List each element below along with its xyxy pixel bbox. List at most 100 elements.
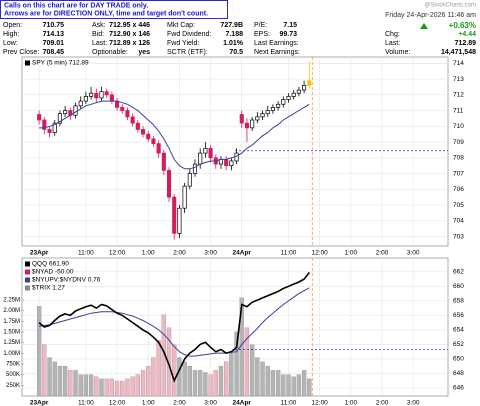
volume-bar (172, 344, 177, 397)
candle-body (198, 152, 203, 165)
candle-body (94, 92, 99, 99)
volume-bar (208, 374, 213, 397)
y-tick-label: 656 (453, 312, 464, 319)
y-tick-label: 712 (453, 92, 464, 99)
candle-body (57, 113, 62, 124)
quote-label: Prev Close: (3, 49, 39, 56)
candle-body (47, 129, 52, 133)
volume-bar (182, 361, 187, 397)
quote-value: 708.45 (43, 49, 65, 56)
x-tick-label: 12:00 (109, 400, 126, 406)
x-tick-label: 2:00 (173, 400, 186, 406)
quote-value: 7.188 (225, 31, 243, 38)
volume-bar (192, 370, 198, 397)
volume-bar (42, 344, 47, 397)
y-tick-label: 710 (453, 123, 464, 130)
quote-label: SCTR (ETF): (167, 49, 208, 56)
quote-label: Last Earnings: (254, 40, 299, 47)
legend-swatch (25, 277, 30, 283)
x-tick-label: 11:00 (78, 400, 94, 406)
y-tick-label: 708 (453, 155, 464, 162)
x-tick-label: 24Apr (233, 400, 252, 406)
price-line (38, 272, 310, 383)
candle-body (296, 89, 301, 94)
candle-body (281, 99, 286, 105)
volume-bar (135, 374, 141, 397)
volume-bar (36, 306, 42, 397)
quote-label: P/E: (254, 22, 267, 29)
candle-body (140, 129, 146, 135)
volume-bar (244, 327, 250, 397)
moving-average (39, 100, 310, 170)
candle-body (42, 119, 47, 130)
candle-body (250, 119, 255, 129)
quote-value: 70.5 (229, 49, 243, 56)
change-pct: +0.63% (449, 21, 476, 30)
x-tick-label: 1:00 (142, 400, 155, 406)
quote-label: Next Earnings: (254, 49, 300, 56)
volume-bar (224, 361, 229, 397)
candle-body (151, 138, 156, 144)
quote-value: yes (138, 49, 150, 56)
notice-line: Calls on this chart are for DAY TRADE on… (4, 2, 148, 9)
candle-body (120, 107, 125, 111)
legend-text: $NYUPV:$NYDNV 0.76 (32, 277, 101, 284)
y-tick-label: 658 (453, 298, 464, 305)
volume-bar (109, 378, 115, 397)
volume-bar (83, 374, 89, 397)
volume-bar (88, 374, 94, 397)
quote-value: 712.90 x 146 (109, 31, 150, 38)
quote-label: Last: (92, 40, 107, 47)
volume-bar (62, 365, 68, 397)
candle-body (276, 103, 281, 108)
quote-label: High: (3, 31, 19, 38)
quote-value: 7.15 (283, 22, 297, 29)
candle-body (224, 159, 229, 167)
legend-swatch (25, 261, 30, 267)
y-tick-label: 704 (453, 218, 464, 225)
volume-bar (78, 374, 83, 397)
x-tick-label: 1:00 (345, 250, 358, 257)
volume-bar (187, 365, 192, 397)
quote-value: 727.9B (220, 22, 243, 29)
volume-bar (151, 357, 156, 397)
volume-tick-label: 1.00M (3, 351, 20, 357)
candle-body (286, 96, 291, 100)
quote-label: Fwd Dividend: (167, 31, 211, 38)
quote-label: Mkt Cap: (167, 22, 195, 29)
quote-label: Optionable: (92, 49, 128, 56)
volume-bar (99, 378, 104, 397)
volume-bar (94, 376, 99, 397)
y-tick-label: 662 (453, 269, 464, 276)
candle-body (130, 116, 135, 124)
volume-tick-label: 750K (6, 362, 20, 368)
candle-body (260, 113, 265, 118)
candle-body (302, 84, 307, 91)
quote-label: Bid: (92, 31, 104, 38)
y-tick-label: 646 (453, 385, 464, 392)
quote-value: 1.01% (223, 40, 244, 47)
x-tick-label: 12:00 (312, 250, 329, 257)
x-tick-label: 1:00 (345, 400, 358, 406)
volume-bar (156, 340, 161, 397)
candle-body (182, 185, 187, 209)
candle-body (208, 148, 213, 159)
candle-body (104, 91, 109, 96)
volume-bar (281, 374, 286, 397)
notice-line: Arrows are for DIRECTION ONLY, time and … (4, 10, 208, 17)
x-tick-label: 3:00 (204, 250, 217, 257)
candle-body (99, 91, 104, 99)
y-tick-label: 654 (453, 327, 464, 334)
legend-swatch (25, 60, 30, 66)
y-tick-label: 648 (453, 370, 464, 377)
x-tick-label: 2:00 (376, 400, 389, 406)
candle-body (115, 100, 120, 108)
candle-body (265, 110, 270, 115)
x-tick-label: 11:00 (78, 250, 94, 257)
volume-tick-label: 2.00M (3, 308, 20, 314)
volume-bar (57, 365, 63, 397)
legend-swatch (25, 285, 30, 291)
volume-bar (249, 344, 255, 397)
volume-tick-label: 1.50M (3, 329, 20, 335)
